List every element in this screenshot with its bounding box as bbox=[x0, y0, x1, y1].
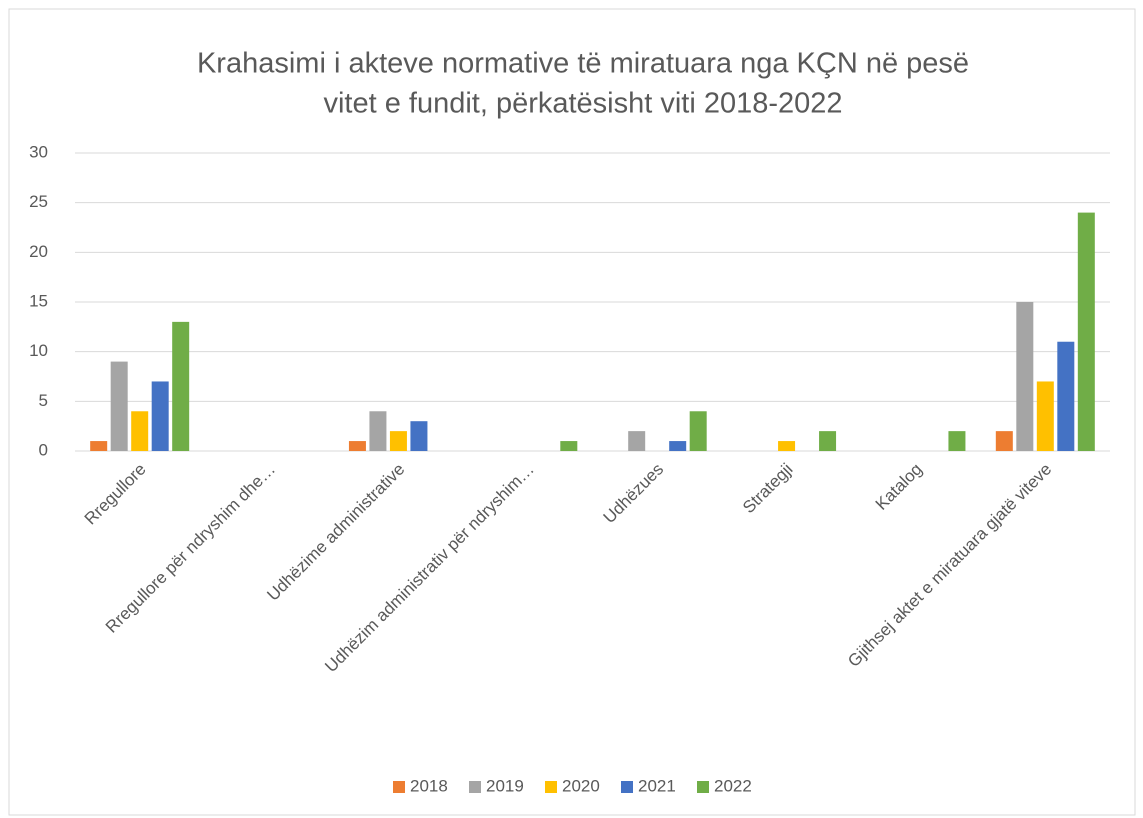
bar bbox=[1016, 302, 1034, 451]
bar bbox=[948, 431, 966, 451]
bar bbox=[819, 431, 837, 451]
y-tick-label: 5 bbox=[39, 391, 48, 410]
bar bbox=[669, 441, 687, 451]
bar bbox=[110, 361, 128, 451]
bar bbox=[172, 321, 190, 451]
bar bbox=[995, 431, 1013, 451]
y-tick-label: 20 bbox=[29, 242, 48, 261]
legend-label: 2018 bbox=[410, 776, 448, 795]
y-tick-label: 15 bbox=[29, 291, 48, 310]
legend-swatch bbox=[697, 781, 709, 793]
legend-swatch bbox=[545, 781, 557, 793]
legend-swatch bbox=[621, 781, 633, 793]
bar bbox=[1057, 341, 1075, 451]
bar bbox=[689, 411, 707, 451]
y-tick-label: 30 bbox=[29, 142, 48, 161]
bar bbox=[131, 411, 149, 451]
bar bbox=[1077, 212, 1095, 451]
legend-label: 2021 bbox=[638, 776, 676, 795]
bar bbox=[369, 411, 387, 451]
legend-label: 2022 bbox=[714, 776, 752, 795]
legend-swatch bbox=[469, 781, 481, 793]
y-tick-label: 25 bbox=[29, 192, 48, 211]
chart-title: Krahasimi i akteve normative të miratuar… bbox=[197, 48, 969, 80]
chart-title: vitet e fundit, përkatësisht viti 2018-2… bbox=[323, 88, 842, 120]
legend-label: 2020 bbox=[562, 776, 600, 795]
bar bbox=[389, 431, 407, 451]
bar bbox=[778, 441, 796, 451]
y-tick-label: 0 bbox=[39, 440, 48, 459]
chart-border bbox=[8, 8, 1136, 816]
bar bbox=[628, 431, 646, 451]
y-tick-label: 10 bbox=[29, 341, 48, 360]
legend-swatch bbox=[393, 781, 405, 793]
legend-label: 2019 bbox=[486, 776, 524, 795]
bar bbox=[90, 441, 108, 451]
bar bbox=[560, 441, 578, 451]
bar bbox=[1036, 381, 1054, 451]
bar bbox=[410, 421, 428, 451]
bar bbox=[348, 441, 366, 451]
bar bbox=[151, 381, 169, 451]
